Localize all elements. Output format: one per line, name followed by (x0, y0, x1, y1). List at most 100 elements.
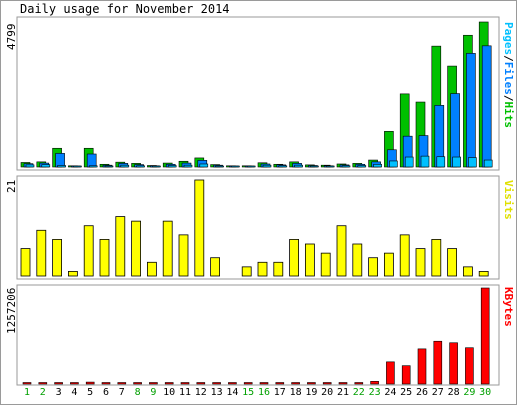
visits-bar (399, 234, 410, 277)
pages-bar (57, 165, 66, 168)
day-tick-label: 24 (384, 387, 397, 398)
day-tick-label: 21 (336, 387, 350, 398)
pages-bar (246, 165, 256, 168)
pages-bar (215, 165, 224, 168)
kbytes-bar (243, 382, 253, 385)
kbytes-bar (149, 382, 158, 385)
kbytes-bar (401, 365, 411, 385)
day-tick-label: 26 (415, 387, 429, 398)
kbytes-bar (291, 382, 300, 385)
pages-legend-label: Pages (502, 22, 515, 56)
kbytes-bar (307, 382, 316, 385)
day-tick-label: 27 (431, 387, 444, 398)
day-tick-label: 17 (273, 387, 286, 398)
kbytes-bar (70, 382, 79, 385)
day-tick-label: 7 (118, 387, 125, 398)
pages-bar (310, 165, 319, 168)
visits-bar (478, 271, 489, 277)
pages-bar (483, 159, 493, 168)
day-tick-label: 30 (479, 387, 492, 398)
day-tick-label: 8 (134, 387, 141, 398)
kbytes-bar (338, 382, 348, 385)
visits-bar (415, 248, 426, 277)
day-tick-label: 19 (305, 387, 318, 398)
kbytes-bar (275, 382, 285, 385)
visits-bar (431, 239, 442, 277)
pages-bar (231, 165, 240, 168)
day-tick-label: 20 (321, 387, 334, 398)
visits-bar (368, 257, 379, 277)
day-tick-label: 5 (87, 387, 94, 398)
pages-bar (104, 165, 114, 168)
visits-bar (273, 261, 284, 277)
pages-bar (183, 164, 193, 168)
kbytes-bar (433, 340, 443, 385)
panel-1-border (16, 16, 500, 171)
pages-bar (436, 156, 446, 168)
files-bar (481, 45, 492, 168)
pages-bar (373, 163, 382, 168)
files-bar (86, 153, 97, 168)
day-tick-label: 10 (163, 387, 176, 398)
pages-bar (468, 157, 477, 168)
day-tick-label: 16 (257, 387, 271, 398)
day-tick-label: 9 (150, 387, 157, 398)
day-tick-label: 22 (352, 387, 365, 398)
pages-bar (294, 164, 303, 168)
panel-2-border (16, 175, 500, 280)
hits-legend: Pages/Files/Hits (502, 22, 515, 128)
day-tick-label: 4 (71, 387, 78, 398)
files-bar (450, 93, 460, 168)
visits-bar (178, 234, 189, 277)
kbytes-bar (386, 361, 395, 385)
kbytes-bar (117, 382, 127, 385)
visits-bar (146, 261, 157, 277)
files-legend-label: Files (502, 61, 515, 95)
visits-bar (210, 257, 221, 277)
visits-bar (68, 271, 78, 277)
visits-bar (162, 220, 173, 277)
day-tick-label: 15 (242, 387, 255, 398)
visits-legend: Visits (502, 180, 515, 220)
kbytes-bar (449, 342, 458, 385)
visits-bar (320, 252, 331, 277)
day-tick-label: 12 (194, 387, 207, 398)
pages-bar (167, 165, 177, 168)
day-tick-label: 3 (55, 387, 62, 398)
kbytes-bar (22, 382, 32, 385)
hits-y-max-label: 4799 (5, 23, 18, 51)
pages-bar (325, 165, 335, 168)
pages-bar (41, 164, 51, 168)
kbytes-bar (101, 382, 111, 385)
visits-bar (83, 225, 94, 277)
files-bar (55, 153, 65, 168)
day-tick-label: 14 (226, 387, 239, 398)
kbytes-bar (54, 382, 63, 385)
kbytes-bar (38, 382, 48, 385)
pages-bar (357, 165, 367, 168)
pages-bar (452, 156, 461, 168)
visits-bar (383, 252, 394, 277)
pages-bar (25, 164, 35, 168)
day-tick-label: 2 (39, 387, 46, 398)
kbytes-bar (164, 382, 174, 385)
visits-bar (447, 248, 458, 277)
kbytes-bar (417, 348, 427, 385)
pages-bar (88, 165, 98, 168)
kbytes-bar (259, 382, 269, 385)
visits-bar (52, 239, 62, 277)
day-tick-label: 1 (23, 387, 31, 398)
pages-bar (120, 164, 130, 168)
visits-bar (352, 243, 363, 277)
visits-bar (131, 220, 142, 277)
files-bar (466, 53, 476, 168)
day-tick-label: 18 (289, 387, 302, 398)
visits-bar (289, 239, 300, 277)
visits-bar (36, 229, 47, 277)
visits-bar (336, 225, 347, 277)
pages-bar (136, 165, 145, 168)
day-tick-label: 6 (102, 387, 110, 398)
kbytes-bar (354, 382, 364, 385)
